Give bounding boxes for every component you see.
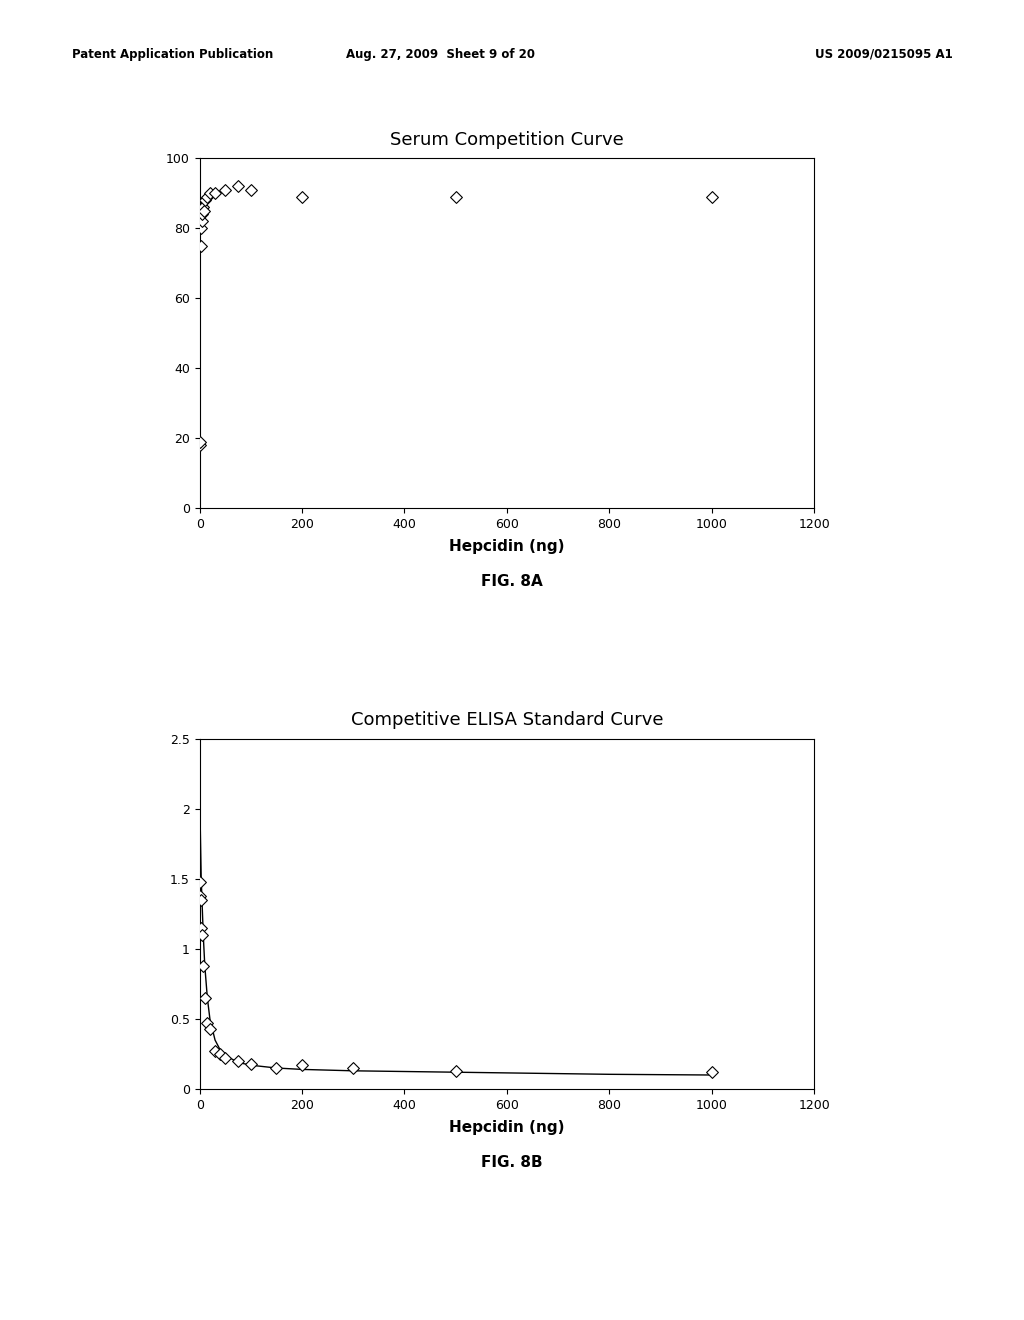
Point [195,924,211,945]
Point [197,987,213,1008]
X-axis label: Hepcidin (ng): Hepcidin (ng) [450,540,564,554]
Point [294,186,310,207]
Point [197,190,213,211]
Point [193,890,209,911]
Point [217,180,233,201]
Point [193,432,209,453]
Point [447,186,464,207]
Point [345,1057,361,1078]
Text: FIG. 8B: FIG. 8B [481,1155,543,1170]
Point [193,235,209,256]
Text: Aug. 27, 2009  Sheet 9 of 20: Aug. 27, 2009 Sheet 9 of 20 [346,48,535,61]
Point [195,956,212,977]
Point [207,1040,223,1061]
Point [196,201,212,222]
Point [243,1053,259,1074]
X-axis label: Hepcidin (ng): Hepcidin (ng) [450,1121,564,1135]
Point [191,434,208,455]
Point [199,186,216,207]
Point [243,180,259,201]
Point [193,886,209,907]
Text: FIG. 8A: FIG. 8A [481,574,543,589]
Point [217,1048,233,1069]
Point [229,1051,246,1072]
Point [447,1060,464,1081]
Point [229,176,246,197]
Point [212,1043,228,1064]
Text: Patent Application Publication: Patent Application Publication [72,48,273,61]
Text: US 2009/0215095 A1: US 2009/0215095 A1 [814,48,952,61]
Point [294,1055,310,1076]
Point [195,203,211,224]
Point [703,1061,720,1082]
Point [194,211,210,232]
Point [207,183,223,205]
Point [199,1012,216,1034]
Point [193,917,210,939]
Point [703,186,720,207]
Point [202,1018,218,1039]
Point [191,871,208,892]
Title: Competitive ELISA Standard Curve: Competitive ELISA Standard Curve [350,711,664,730]
Point [195,197,211,218]
Title: Serum Competition Curve: Serum Competition Curve [390,131,624,149]
Point [268,1057,285,1078]
Point [193,218,210,239]
Point [202,183,218,205]
